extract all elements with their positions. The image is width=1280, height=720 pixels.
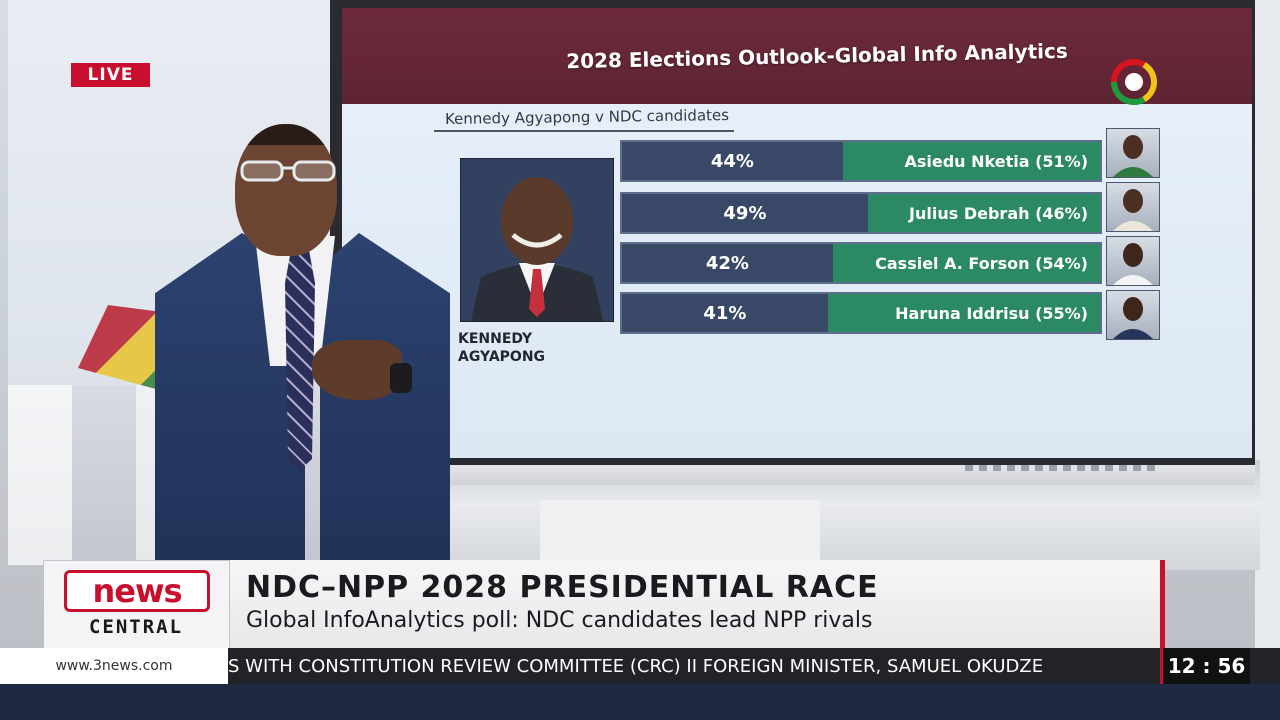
screen-subtitle: Kennedy Agyapong v NDC candidates (444, 106, 730, 128)
bottom-strip (0, 684, 1280, 720)
studio-desk-block (540, 500, 820, 562)
presenter-tie (285, 250, 315, 470)
presenter-head (235, 124, 337, 256)
opponent-share-bar (842, 142, 1100, 180)
presenter-hand (312, 340, 402, 400)
opponent-thumbnail (1106, 128, 1160, 178)
opponent-label: Haruna Iddrisu (55%) (895, 303, 1088, 323)
opponent-share-bar (832, 244, 1100, 282)
person-icon (1113, 135, 1153, 177)
agyapong-share: 44% (710, 150, 754, 172)
portrait-name-first: KENNEDY (458, 331, 533, 347)
person-icon (1113, 297, 1153, 339)
opponent-label: Julius Debrah (46%) (909, 203, 1088, 223)
agyapong-share: 42% (705, 252, 749, 274)
person-icon (1113, 243, 1153, 285)
candidate-portrait (460, 158, 614, 322)
opponent-thumbnail (1106, 236, 1160, 286)
broadcast-clock: 12 : 56 (1160, 648, 1250, 684)
poll-row: 44% Asiedu Nketia (51%) (620, 140, 1102, 182)
opponent-thumbnail (1106, 290, 1160, 340)
lower-third-subheadline: Global InfoAnalytics poll: NDC candidate… (246, 608, 873, 633)
agyapong-share: 49% (723, 202, 767, 224)
news-logo: news (64, 570, 210, 612)
tv3-logo-icon (1111, 59, 1157, 105)
subtitle-underline (434, 130, 734, 132)
ticker-website: www.3news.com (0, 648, 228, 684)
portrait-name-last: AGYAPONG (458, 349, 546, 365)
opponent-share-bar (827, 294, 1100, 332)
lower-third-panel (230, 560, 1165, 648)
opponent-label: Cassiel A. Forson (54%) (875, 253, 1088, 273)
display-screen: 2028 Elections Outlook-Global Info Analy… (342, 8, 1252, 458)
glasses-icon (240, 160, 336, 182)
screen-header-band (342, 8, 1252, 104)
person-icon (1113, 189, 1153, 231)
agyapong-share: 41% (703, 302, 747, 324)
poll-row: 42% Cassiel A. Forson (54%) (620, 242, 1102, 284)
lower-third-headline: NDC–NPP 2028 PRESIDENTIAL RACE (246, 570, 879, 605)
live-badge: LIVE (71, 63, 150, 87)
opponent-share-bar (867, 194, 1100, 232)
poll-row: 41% Haruna Iddrisu (55%) (620, 292, 1102, 334)
screen-indicator-leds (965, 465, 1155, 471)
presenter (150, 118, 450, 568)
opponent-thumbnail (1106, 182, 1160, 232)
presenter-jacket-right (320, 233, 450, 568)
opponent-label: Asiedu Nketia (51%) (904, 151, 1088, 171)
central-logo-text: CENTRAL (88, 616, 184, 638)
wristwatch-icon (390, 363, 412, 393)
portrait-figure-icon (461, 159, 613, 321)
ticker-text: S WITH CONSTITUTION REVIEW COMMITTEE (CR… (228, 655, 1044, 677)
poll-row: 49% Julius Debrah (46%) (620, 192, 1102, 234)
portrait-name: KENNEDY AGYAPONG (458, 330, 628, 366)
